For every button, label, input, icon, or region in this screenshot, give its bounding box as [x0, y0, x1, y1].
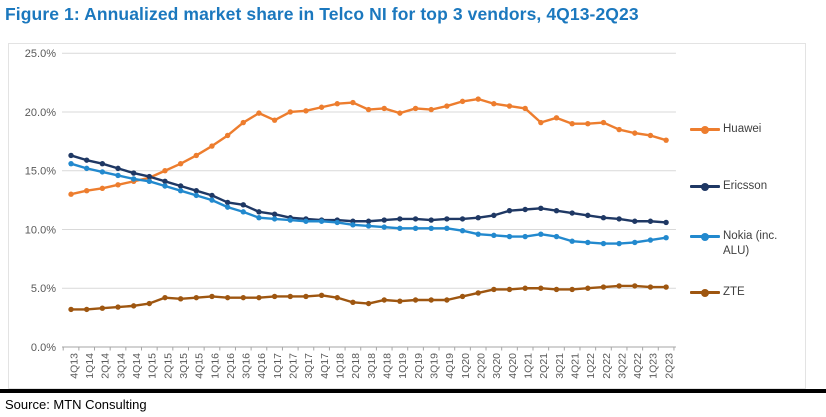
legend-label: Nokia (inc. ALU): [723, 230, 778, 257]
svg-text:2Q14: 2Q14: [100, 353, 112, 379]
svg-text:2Q15: 2Q15: [162, 353, 174, 379]
svg-text:3Q22: 3Q22: [616, 353, 628, 379]
svg-text:3Q20: 3Q20: [491, 353, 503, 379]
svg-text:2Q20: 2Q20: [475, 353, 487, 379]
svg-text:3Q14: 3Q14: [115, 353, 127, 379]
svg-text:3Q19: 3Q19: [428, 353, 440, 379]
svg-text:1Q17: 1Q17: [272, 353, 284, 379]
legend-label: ZTE: [723, 286, 745, 298]
figure-title: Figure 1: Annualized market share in Tel…: [5, 4, 639, 24]
market-share-line-chart: 0.0% 5.0% 10.0% 15.0% 20.0% 25.0% 4Q13 1Q14 2Q14…: [8, 43, 806, 389]
huawei-line-marker-icon: [690, 122, 720, 136]
svg-text:2Q23: 2Q23: [663, 353, 675, 379]
legend-item-nokia: Nokia (inc. ALU): [690, 229, 801, 258]
svg-text:1Q20: 1Q20: [460, 353, 472, 379]
svg-text:4Q19: 4Q19: [444, 353, 456, 379]
legend-item-zte: ZTE: [690, 285, 745, 300]
nokia-line-marker-icon: [690, 229, 720, 243]
svg-text:1Q15: 1Q15: [147, 353, 159, 379]
svg-text:1Q19: 1Q19: [397, 353, 409, 379]
legend-item-ericsson: Ericsson: [690, 179, 767, 194]
svg-text:20.0%: 20.0%: [25, 107, 56, 119]
svg-text:4Q21: 4Q21: [569, 353, 581, 379]
svg-text:10.0%: 10.0%: [25, 224, 56, 236]
svg-text:1Q23: 1Q23: [648, 353, 660, 379]
svg-text:2Q18: 2Q18: [350, 353, 362, 379]
svg-text:4Q20: 4Q20: [507, 353, 519, 379]
svg-text:4Q17: 4Q17: [319, 353, 331, 379]
svg-text:25.0%: 25.0%: [25, 48, 56, 60]
source-caption: Source: MTN Consulting: [5, 397, 147, 412]
svg-text:1Q16: 1Q16: [209, 353, 221, 379]
svg-text:1Q22: 1Q22: [585, 353, 597, 379]
svg-text:3Q21: 3Q21: [554, 353, 566, 379]
chart-legend: Huawei Ericsson Nokia (inc. ALU) ZTE: [690, 0, 808, 390]
legend-label: Huawei: [723, 123, 762, 135]
svg-text:3Q18: 3Q18: [366, 353, 378, 379]
svg-text:2Q17: 2Q17: [288, 353, 300, 379]
svg-text:1Q14: 1Q14: [84, 353, 96, 379]
svg-text:4Q15: 4Q15: [194, 353, 206, 379]
svg-text:4Q13: 4Q13: [68, 353, 80, 379]
legend-item-huawei: Huawei: [690, 122, 761, 137]
svg-text:4Q18: 4Q18: [382, 353, 394, 379]
svg-text:5.0%: 5.0%: [31, 283, 56, 295]
svg-text:2Q21: 2Q21: [538, 353, 550, 379]
svg-text:1Q18: 1Q18: [335, 353, 347, 379]
svg-text:2Q19: 2Q19: [413, 353, 425, 379]
svg-text:2Q16: 2Q16: [225, 353, 237, 379]
svg-text:4Q14: 4Q14: [131, 353, 143, 379]
svg-text:2Q22: 2Q22: [601, 353, 613, 379]
legend-label: Ericsson: [723, 180, 768, 192]
source-divider: [0, 389, 826, 393]
svg-text:0.0%: 0.0%: [31, 342, 56, 354]
svg-text:4Q16: 4Q16: [256, 353, 268, 379]
svg-text:4Q22: 4Q22: [632, 353, 644, 379]
ericsson-line-marker-icon: [690, 179, 720, 193]
svg-text:3Q16: 3Q16: [241, 353, 253, 379]
svg-text:1Q21: 1Q21: [522, 353, 534, 379]
svg-text:3Q17: 3Q17: [303, 353, 315, 379]
zte-line-marker-icon: [690, 285, 720, 299]
svg-text:3Q15: 3Q15: [178, 353, 190, 379]
svg-text:15.0%: 15.0%: [25, 166, 56, 178]
